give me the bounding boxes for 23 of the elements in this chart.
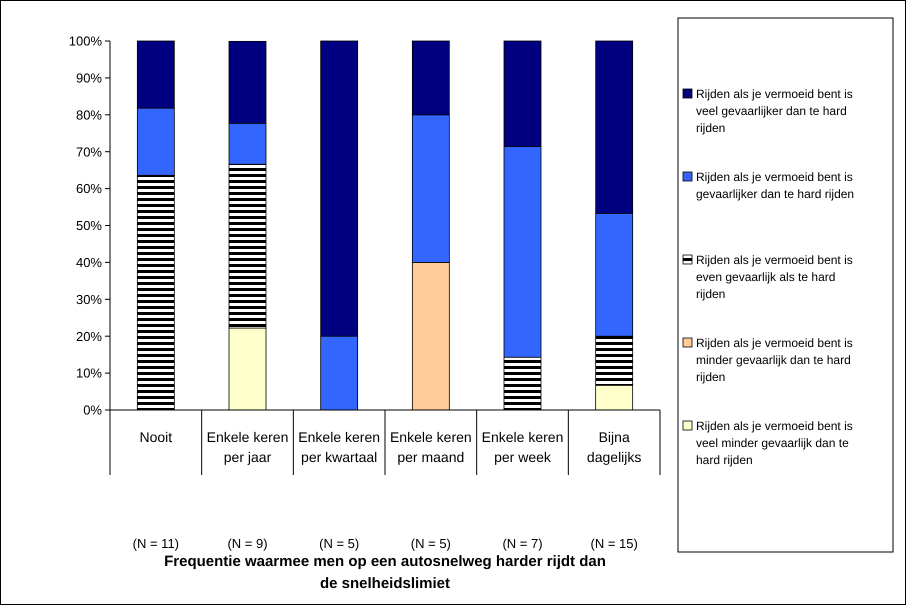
legend-label: Rijden als je vermoeid bent is even gevaarlijk als te hard rijden [696,253,853,301]
legend-label: Rijden als je vermoeid bent is minder gevaarlijk dan te hard rijden [696,336,853,384]
legend-label: Rijden als je vermoeid bent is veel gevaarlijker dan te hard rijden [696,87,853,135]
y-tick-label: 100% [68,34,102,49]
y-tick-label: 0% [83,402,102,418]
category-label: Enkele keren per maand (N = 5) [390,429,472,551]
legend-label: Rijden als je vermoeid bent is gevaarlijker dan te hard rijden [696,170,854,201]
category-label: Nooit (N = 11) [132,429,180,551]
y-tick-label: 10% [76,366,102,381]
y-tick-label: 40% [76,254,102,270]
category-label: Enkele keren per kwartaal (N = 5) [298,429,380,551]
legend-label: Rijden als je vermoeid bent is veel minder gevaarlijk dan te hard rijden [696,419,853,467]
y-tick-label: 20% [76,328,102,344]
y-tick-label: 60% [76,181,102,196]
category-label: Bijna dagelijks (N = 15) [586,429,642,551]
y-tick-label: 90% [76,70,102,86]
y-tick-label: 30% [76,292,102,307]
category-label: Enkele keren per jaar (N = 9) [206,429,288,551]
y-tick-label: 50% [76,218,102,234]
y-tick-label: 70% [76,144,102,160]
text: Frequentie waarmee men op een autosnelweg harder rijdt dan de snelheidslimiet [164,553,606,592]
category-label: Enkele keren per week (N = 7) [482,429,564,551]
y-tick-label: 80% [76,107,102,122]
